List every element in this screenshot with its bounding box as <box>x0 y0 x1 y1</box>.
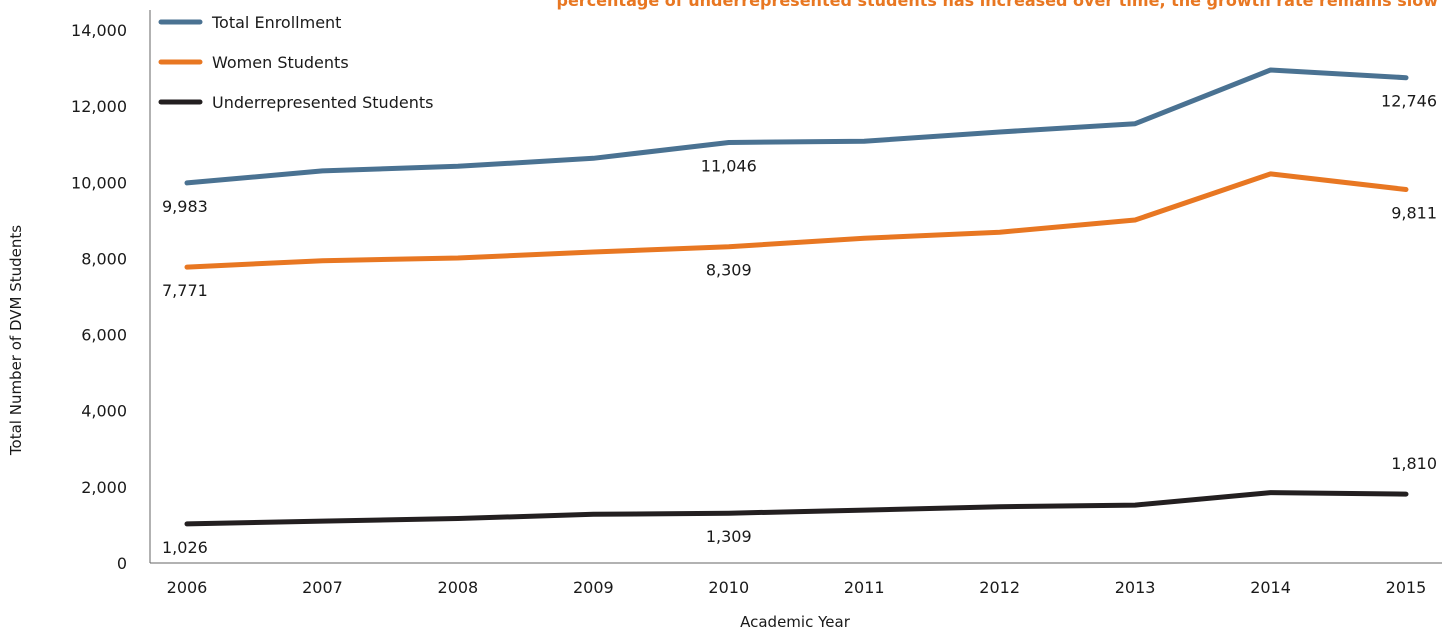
y-tick-label: 12,000 <box>71 97 127 116</box>
data-label: 9,983 <box>162 197 208 216</box>
data-label: 1,309 <box>706 527 752 546</box>
series-lines <box>184 67 1409 527</box>
legend-label: Total Enrollment <box>211 13 341 32</box>
y-tick-label: 0 <box>117 554 127 573</box>
data-labels: 9,983 11,046 12,746 7,771 8,309 9,811 1,026 1,3… <box>162 92 1437 557</box>
data-label: 12,746 <box>1381 92 1437 111</box>
y-tick-label: 8,000 <box>81 249 127 268</box>
y-tick-label: 6,000 <box>81 326 127 345</box>
legend-label: Women Students <box>212 53 349 72</box>
series-line-women-students <box>184 171 1409 270</box>
x-tick-label: 2009 <box>573 578 614 597</box>
data-label: 7,771 <box>162 281 208 300</box>
y-axis-title: Total Number of DVM Students <box>7 225 25 456</box>
data-label: 1,026 <box>162 538 208 557</box>
x-tick-label: 2013 <box>1115 578 1156 597</box>
axes <box>149 10 1442 564</box>
x-tick-label: 2010 <box>708 578 749 597</box>
y-tick-label: 2,000 <box>81 478 127 497</box>
y-ticks: 0 2,000 4,000 6,000 8,000 10,000 12,000 14,000 <box>71 21 127 573</box>
x-tick-label: 2006 <box>167 578 208 597</box>
series-line-underrepresented-students <box>184 490 1409 527</box>
series-line-total-enrollment <box>184 67 1409 186</box>
data-label: 1,810 <box>1391 454 1437 473</box>
chart-note: percentage of underrepresented students … <box>557 0 1439 10</box>
data-label: 11,046 <box>701 156 757 175</box>
data-label: 9,811 <box>1391 203 1437 222</box>
x-tick-label: 2007 <box>302 578 343 597</box>
x-axis-title: Academic Year <box>740 613 851 631</box>
x-tick-label: 2011 <box>844 578 885 597</box>
data-label: 8,309 <box>706 261 752 280</box>
x-tick-label: 2012 <box>979 578 1020 597</box>
y-tick-label: 10,000 <box>71 173 127 192</box>
y-tick-label: 4,000 <box>81 402 127 421</box>
x-ticks: 2006 2007 2008 2009 2010 2011 2012 2013 2014 2015 <box>167 578 1427 597</box>
y-tick-label: 14,000 <box>71 21 127 40</box>
x-tick-label: 2008 <box>438 578 479 597</box>
legend-label: Underrepresented Students <box>212 93 433 112</box>
x-tick-label: 2014 <box>1250 578 1291 597</box>
x-tick-label: 2015 <box>1386 578 1427 597</box>
legend: Total Enrollment Women Students Underrepre… <box>158 13 433 112</box>
